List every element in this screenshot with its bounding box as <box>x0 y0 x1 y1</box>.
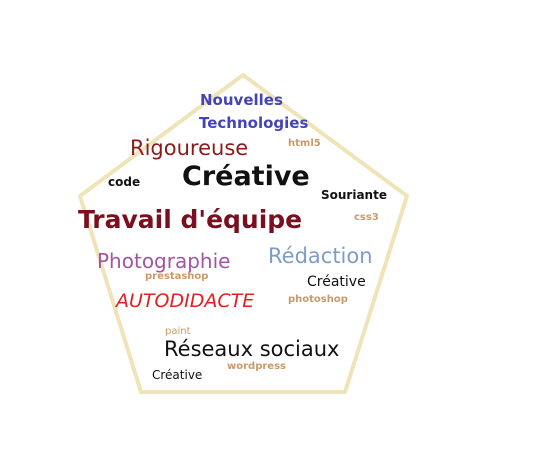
word-code: code <box>108 175 141 189</box>
word-creative-main: Créative <box>182 161 310 192</box>
word-paint: paint <box>165 326 191 337</box>
word-prestashop: prestashop <box>145 271 209 282</box>
word-nouvelles: Nouvelles <box>200 91 283 109</box>
word-photographie: Photographie <box>97 249 231 273</box>
word-technologies: Technologies <box>199 114 309 132</box>
word-autodidacte: AUTODIDACTE <box>116 290 255 312</box>
word-travail-equipe: Travail d'équipe <box>78 205 303 234</box>
word-creative-secondary: Créative <box>307 274 366 290</box>
word-css3: css3 <box>354 212 379 223</box>
word-redaction: Rédaction <box>268 244 373 268</box>
word-wordpress: wordpress <box>227 361 286 372</box>
word-rigoureuse: Rigoureuse <box>130 136 249 160</box>
word-html5: html5 <box>288 138 321 149</box>
word-souriante: Souriante <box>321 188 387 202</box>
word-creative-bottom: Créative <box>152 368 203 382</box>
word-reseaux-sociaux: Réseaux sociaux <box>164 337 340 361</box>
word-photoshop: photoshop <box>288 294 348 305</box>
